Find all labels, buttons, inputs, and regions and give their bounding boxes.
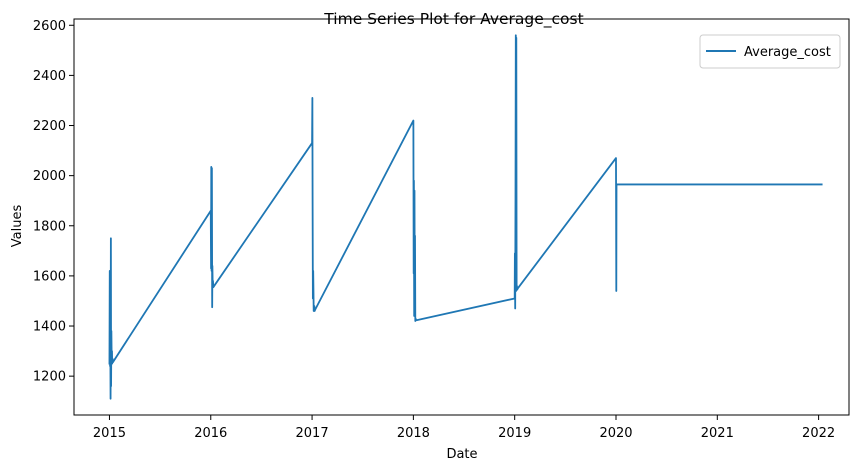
x-axis-ticks: 2015 2016 2017 2018 2019 2020 2021 2022 — [93, 415, 835, 441]
y-tick-label: 1200 — [33, 370, 66, 385]
x-tick-label: 2019 — [498, 426, 531, 441]
y-tick-label: 2600 — [33, 19, 66, 34]
x-tick-label: 2018 — [397, 426, 430, 441]
y-tick-label: 1800 — [33, 219, 66, 234]
y-tick-label: 2400 — [33, 69, 66, 84]
x-tick-label: 2020 — [599, 426, 632, 441]
y-tick-label: 2000 — [33, 169, 66, 184]
x-tick-label: 2021 — [701, 426, 734, 441]
series-layer — [108, 34, 823, 400]
y-axis-title: Values — [10, 205, 25, 248]
legend-label-average-cost: Average_cost — [744, 45, 831, 60]
y-axis-ticks: 1200 1400 1600 1800 2000 2200 2400 2600 — [33, 19, 74, 385]
x-axis-title: Date — [446, 447, 477, 462]
x-tick-label: 2016 — [194, 426, 227, 441]
legend: Average_cost — [699, 34, 841, 69]
legend-box — [699, 34, 841, 69]
x-tick-label: 2017 — [296, 426, 329, 441]
y-tick-label: 1400 — [33, 320, 66, 335]
series-line-average-cost — [108, 34, 823, 400]
x-tick-label: 2015 — [93, 426, 126, 441]
x-tick-label: 2022 — [802, 426, 835, 441]
y-tick-label: 2200 — [33, 119, 66, 134]
plot-area: 2015 2016 2017 2018 2019 2020 2021 2022 1200 140… — [33, 18, 850, 441]
y-tick-label: 1600 — [33, 269, 66, 284]
plot-frame — [73, 18, 850, 416]
